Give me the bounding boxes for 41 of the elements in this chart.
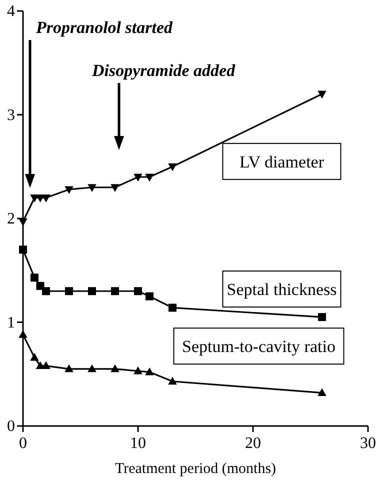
annotation: Propranolol started <box>35 18 173 37</box>
point <box>30 274 38 282</box>
point <box>64 186 74 194</box>
point <box>111 287 119 296</box>
point <box>318 313 326 322</box>
point <box>168 376 177 385</box>
point <box>134 287 142 296</box>
x-axis-title: Treatment period (months) <box>114 461 276 477</box>
point <box>18 330 28 338</box>
point <box>318 90 326 99</box>
point <box>146 292 154 300</box>
point <box>168 304 176 312</box>
point <box>145 174 154 182</box>
series-label: LV diameter <box>239 152 324 172</box>
point <box>110 364 120 372</box>
y-tick-label: 1 <box>7 314 15 332</box>
point <box>30 352 39 361</box>
point <box>134 174 142 182</box>
point <box>145 367 154 376</box>
x-tick-label: 0 <box>19 435 27 452</box>
series-label: Septal thickness <box>226 280 337 300</box>
point <box>110 184 120 192</box>
x-tick-label: 20 <box>245 435 261 452</box>
point <box>88 364 96 372</box>
point <box>64 364 74 372</box>
annotation: Disopyramide added <box>91 61 236 80</box>
point <box>65 287 73 296</box>
point <box>318 388 326 396</box>
point <box>19 246 27 254</box>
x-tick-label: 30 <box>360 435 376 452</box>
point <box>168 163 177 172</box>
x-tick-label: 10 <box>130 435 146 452</box>
series-label: Septum-to-cavity ratio <box>182 337 336 356</box>
point <box>88 287 96 296</box>
y-tick-label: 4 <box>7 3 15 20</box>
y-tick-label: 3 <box>7 106 15 124</box>
y-tick-label: 0 <box>7 418 15 435</box>
point <box>134 366 142 374</box>
y-tick-label: 2 <box>7 210 15 228</box>
point <box>88 184 96 192</box>
point <box>42 287 50 296</box>
